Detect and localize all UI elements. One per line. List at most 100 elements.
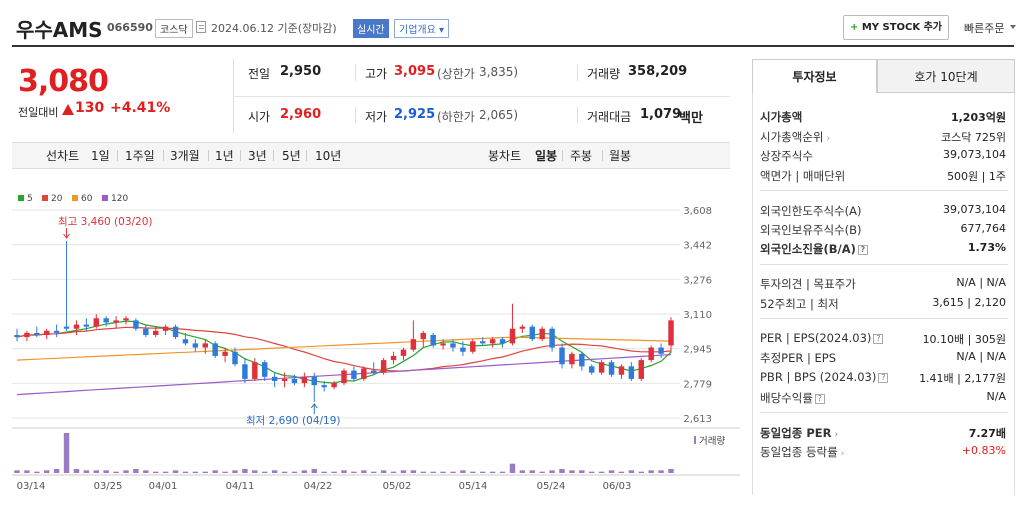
ma60-line [16, 336, 672, 361]
tab-3month[interactable]: 3개월 [170, 149, 200, 163]
tab-investment-info[interactable]: 투자정보 [752, 59, 877, 93]
volume-bar [331, 471, 337, 473]
volume-bar [559, 469, 565, 473]
low-value: 2,925 [394, 107, 436, 122]
volume-bar [63, 433, 70, 473]
divider [208, 150, 209, 161]
volume-bar [242, 469, 248, 473]
info-value: 500원 | 1주 [947, 170, 1006, 183]
divider [163, 150, 164, 161]
candle-body [232, 351, 238, 365]
x-tick-label: 03/14 [17, 481, 46, 492]
lower-limit-value: 2,065) [479, 108, 519, 122]
info-label-text: 동일업종 PER [760, 426, 832, 440]
volume-bar [73, 469, 80, 473]
help-icon[interactable]: ? [857, 244, 868, 255]
tab-3year[interactable]: 3년 [248, 149, 267, 163]
tab-1day[interactable]: 1일 [91, 149, 110, 163]
chevron-right-icon[interactable]: › [834, 430, 839, 440]
volume-bars: 거래량 [14, 433, 725, 473]
candle-body [143, 328, 149, 336]
volume-bar [489, 471, 496, 473]
info-label-text: PER | EPS(2024.03) [760, 331, 872, 345]
quick-order-button[interactable]: 빠른주문 [964, 22, 1005, 35]
chevron-right-icon[interactable]: › [840, 449, 845, 459]
amount-label: 거래대금 [587, 110, 632, 124]
chevron-down-icon[interactable] [1010, 25, 1016, 29]
legend-label: 120 [111, 194, 128, 204]
candle-body [351, 370, 357, 379]
volume-bar [252, 470, 258, 473]
candle-body [539, 328, 545, 340]
volume-bar [301, 470, 308, 473]
price-chart[interactable]: 5 20 60 120 3,608 3,442 3,276 3,110 2,945 2,779 2… [0, 180, 745, 505]
chevron-right-icon[interactable]: › [826, 134, 831, 144]
info-value: 1.41배 | 2,177원 [919, 372, 1006, 385]
x-axis: 03/14 03/25 04/01 04/11 04/22 05/02 05/14 05/24… [17, 481, 632, 492]
corp-info-dropdown[interactable]: 기업개요 ▾ [394, 19, 450, 38]
candle-body [529, 326, 535, 340]
volume-value: 358,209 [628, 64, 688, 79]
volume-bar [123, 470, 129, 473]
volume-bar [93, 470, 99, 473]
candle-body [598, 362, 605, 373]
candle-body [668, 320, 674, 346]
x-tick-label: 05/02 [383, 481, 412, 492]
chart-legend: 5 20 60 120 [18, 194, 128, 204]
help-icon[interactable]: ? [814, 393, 825, 404]
info-label-text: 시가총액 [760, 110, 803, 124]
info-value: +0.83% [961, 444, 1006, 457]
divider [760, 318, 1008, 319]
realtime-button[interactable]: 실시간 [353, 19, 389, 38]
tab-1year[interactable]: 1년 [215, 149, 234, 163]
volume-bar [539, 471, 545, 473]
candle-body [262, 362, 268, 377]
divider [355, 65, 356, 81]
candle-body [460, 347, 466, 352]
candle-body [499, 339, 506, 344]
volume-bar [262, 471, 268, 473]
amount-unit: 백만 [679, 111, 703, 126]
change-label: 전일대비 [18, 106, 59, 119]
candle-body [549, 328, 555, 348]
low-annotation: 최저 2,690 (04/19) [246, 415, 341, 427]
mystock-add-button[interactable]: + MY STOCK 추가 [843, 15, 949, 40]
divider [760, 264, 1008, 265]
candle-body [489, 339, 496, 344]
volume-bar [14, 470, 20, 473]
tab-monthly[interactable]: 월봉 [609, 149, 632, 163]
volume-bar [420, 471, 426, 473]
help-icon[interactable]: ? [873, 333, 884, 344]
stock-name: 우수AMS [16, 18, 103, 42]
candle-body [242, 364, 248, 379]
candle-body [390, 355, 397, 361]
volume-bar [470, 471, 476, 473]
info-value: 39,073,104 [943, 203, 1006, 216]
tab-1week[interactable]: 1주일 [125, 149, 155, 163]
tab-order-book[interactable]: 호가 10단계 [877, 59, 1015, 93]
candle-chart-label: 봉차트 [488, 149, 522, 163]
volume-bar [222, 471, 228, 473]
candle-body [579, 353, 585, 367]
chart-period-bar [12, 142, 730, 169]
x-tick-label: 04/11 [226, 481, 255, 492]
down-arrow-icon [63, 233, 70, 239]
tab-10year[interactable]: 10년 [315, 149, 342, 163]
tab-5year[interactable]: 5년 [282, 149, 301, 163]
change-rate: +4.41% [110, 100, 171, 116]
candle-body [331, 383, 337, 388]
volume-bar [143, 470, 149, 473]
candle-body [301, 376, 308, 384]
document-icon[interactable] [196, 21, 206, 33]
volume-bar [450, 471, 456, 473]
help-icon[interactable]: ? [878, 372, 889, 383]
info-label: 외국인소진율(B/A)? [760, 241, 868, 257]
candle-body [182, 339, 189, 344]
candle-body [14, 335, 20, 338]
candle-body [618, 366, 625, 375]
info-value: N/A | N/A [956, 350, 1006, 363]
candle-body [53, 330, 60, 333]
tab-weekly[interactable]: 주봉 [570, 149, 593, 163]
info-value: 1,203억원 [950, 111, 1006, 124]
tab-daily[interactable]: 일봉 [535, 149, 558, 163]
